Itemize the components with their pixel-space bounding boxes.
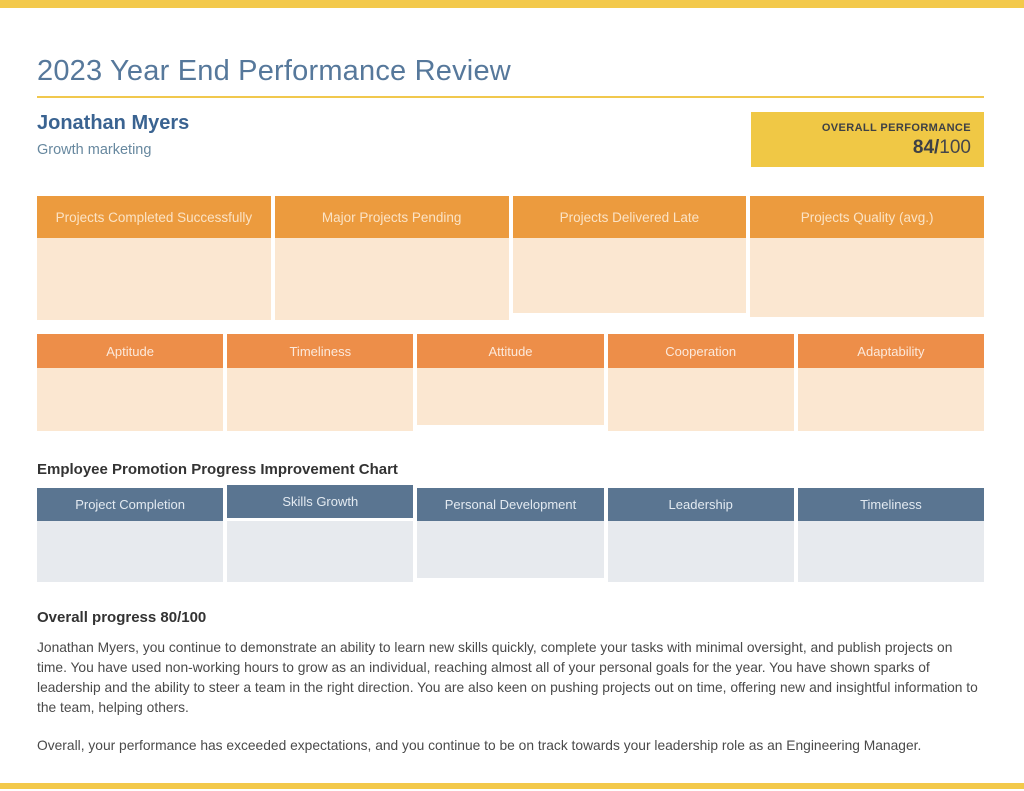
overall-performance-label: OVERALL PERFORMANCE xyxy=(821,122,971,134)
stat-card-projects-late: Projects Delivered Late xyxy=(512,196,747,320)
promotion-card-header: Personal Development xyxy=(417,488,604,521)
overall-performance-score: 84/100 xyxy=(764,137,971,159)
employee-role: Growth marketing xyxy=(37,142,152,158)
trait-card-header: Cooperation xyxy=(607,334,794,368)
promotion-card-personal-development: Personal Development xyxy=(417,488,604,582)
promotion-card-project-completion: Project Completion xyxy=(37,488,224,582)
score-max: 100 xyxy=(939,137,971,158)
promotion-card-skills-growth: Skills Growth xyxy=(227,485,414,582)
trait-card-header: Timeliness xyxy=(227,334,414,368)
stat-card-header: Major Projects Pending xyxy=(274,196,509,238)
promotion-chart-row: Project Completion Skills Growth Persona… xyxy=(37,485,985,582)
page-content: 2023 Year End Performance Review Jonatha… xyxy=(0,54,1024,756)
top-accent-bar xyxy=(0,0,1024,8)
stat-card-header: Projects Completed Successfully xyxy=(37,196,271,238)
trait-card-attitude: Attitude xyxy=(417,334,604,431)
score-separator: / xyxy=(934,137,940,158)
promotion-card-header: Leadership xyxy=(607,488,794,521)
summary-paragraph-1: Jonathan Myers, you continue to demonstr… xyxy=(37,640,978,716)
page-title: 2023 Year End Performance Review xyxy=(37,55,511,87)
promotion-card-header: Skills Growth xyxy=(227,485,414,518)
trait-card-body xyxy=(607,368,794,431)
promotion-card-header: Timeliness xyxy=(797,488,985,521)
promotion-card-header: Project Completion xyxy=(37,488,224,521)
traits-row: Aptitude Timeliness Attitude Cooperation… xyxy=(37,334,985,431)
bottom-accent-bar xyxy=(0,783,1024,789)
promotion-card-body xyxy=(37,521,224,582)
stat-card-body xyxy=(512,238,747,313)
promotion-card-body xyxy=(797,521,985,582)
trait-card-body xyxy=(37,368,224,431)
title-divider xyxy=(37,96,984,98)
stat-card-header: Projects Quality (avg.) xyxy=(750,196,984,238)
stat-card-projects-quality: Projects Quality (avg.) xyxy=(750,196,984,320)
trait-card-timeliness: Timeliness xyxy=(227,334,414,431)
trait-card-adaptability: Adaptability xyxy=(797,334,985,431)
summary-paragraph-2: Overall, your performance has exceeded e… xyxy=(37,737,922,753)
stat-card-projects-pending: Major Projects Pending xyxy=(274,196,509,320)
overall-performance-badge: OVERALL PERFORMANCE 84/100 xyxy=(751,112,984,167)
stat-card-body xyxy=(274,238,509,320)
score-value: 84/ xyxy=(913,137,939,158)
trait-card-header: Attitude xyxy=(417,334,604,368)
promotion-chart-heading: Employee Promotion Progress Improvement … xyxy=(37,461,398,478)
promotion-card-leadership: Leadership xyxy=(607,488,794,582)
trait-card-aptitude: Aptitude xyxy=(37,334,224,431)
score-number: 84 xyxy=(912,137,935,158)
promotion-card-timeliness: Timeliness xyxy=(797,488,985,582)
stat-card-projects-completed: Projects Completed Successfully xyxy=(37,196,271,320)
promotion-card-body xyxy=(417,521,604,578)
trait-card-body xyxy=(227,368,414,431)
promotion-card-body xyxy=(607,521,794,582)
project-stats-row: Projects Completed Successfully Major Pr… xyxy=(37,196,984,320)
trait-card-cooperation: Cooperation xyxy=(607,334,794,431)
stat-card-body xyxy=(37,238,271,320)
trait-card-header: Aptitude xyxy=(37,334,224,368)
trait-card-body xyxy=(417,368,604,425)
promotion-card-body xyxy=(227,521,414,582)
employee-info: Jonathan Myers Growth marketing xyxy=(37,112,189,158)
trait-card-body xyxy=(797,368,985,431)
employee-name: Jonathan Myers xyxy=(37,112,190,134)
stat-card-header: Projects Delivered Late xyxy=(512,196,747,238)
employee-header-row: Jonathan Myers Growth marketing OVERALL … xyxy=(37,112,984,167)
stat-card-body xyxy=(750,238,984,317)
trait-card-header: Adaptability xyxy=(797,334,985,368)
overall-progress-heading: Overall progress 80/100 xyxy=(37,609,207,626)
